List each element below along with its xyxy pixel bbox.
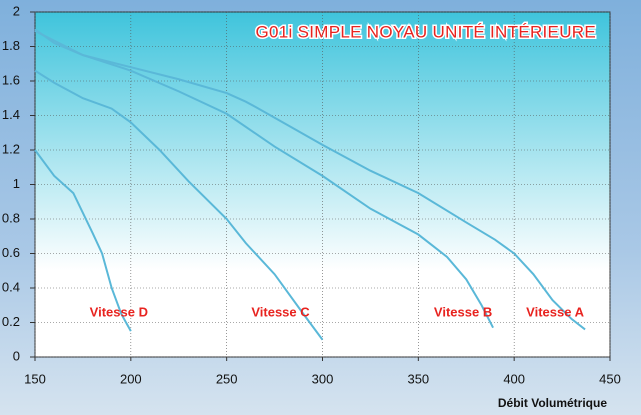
x-tick-label: 300 [312,371,334,386]
x-tick-label: 150 [24,371,46,386]
series-label: Vitesse D [90,304,148,319]
y-tick-label: 1.2 [2,141,20,156]
y-tick-label: 1.8 [2,38,20,53]
x-tick-label: 200 [120,371,142,386]
x-axis-label: Débit Volumétrique [498,396,607,410]
y-tick-label: 0.2 [2,314,20,329]
y-tick-label: 0.4 [2,279,20,294]
x-tick-label: 350 [407,371,429,386]
y-tick-label: 0.6 [2,245,20,260]
y-tick-label: 0.8 [2,210,20,225]
y-tick-label: 1.6 [2,72,20,87]
x-tick-label: 250 [216,371,238,386]
chart: G01i SIMPLE NOYAU UNITÉ INTÉRIEURE Débit… [0,0,641,415]
y-tick-label: 1.4 [2,107,20,122]
chart-title: G01i SIMPLE NOYAU UNITÉ INTÉRIEURE [255,22,596,41]
series-label: Vitesse C [251,304,310,319]
x-tick-label: 400 [503,371,525,386]
x-tick-label: 450 [599,371,621,386]
y-tick-label: 0 [13,348,20,363]
series-label: Vitesse A [526,304,584,319]
y-tick-label: 2 [13,3,20,18]
y-tick-label: 1 [13,176,20,191]
series-label: Vitesse B [434,304,492,319]
